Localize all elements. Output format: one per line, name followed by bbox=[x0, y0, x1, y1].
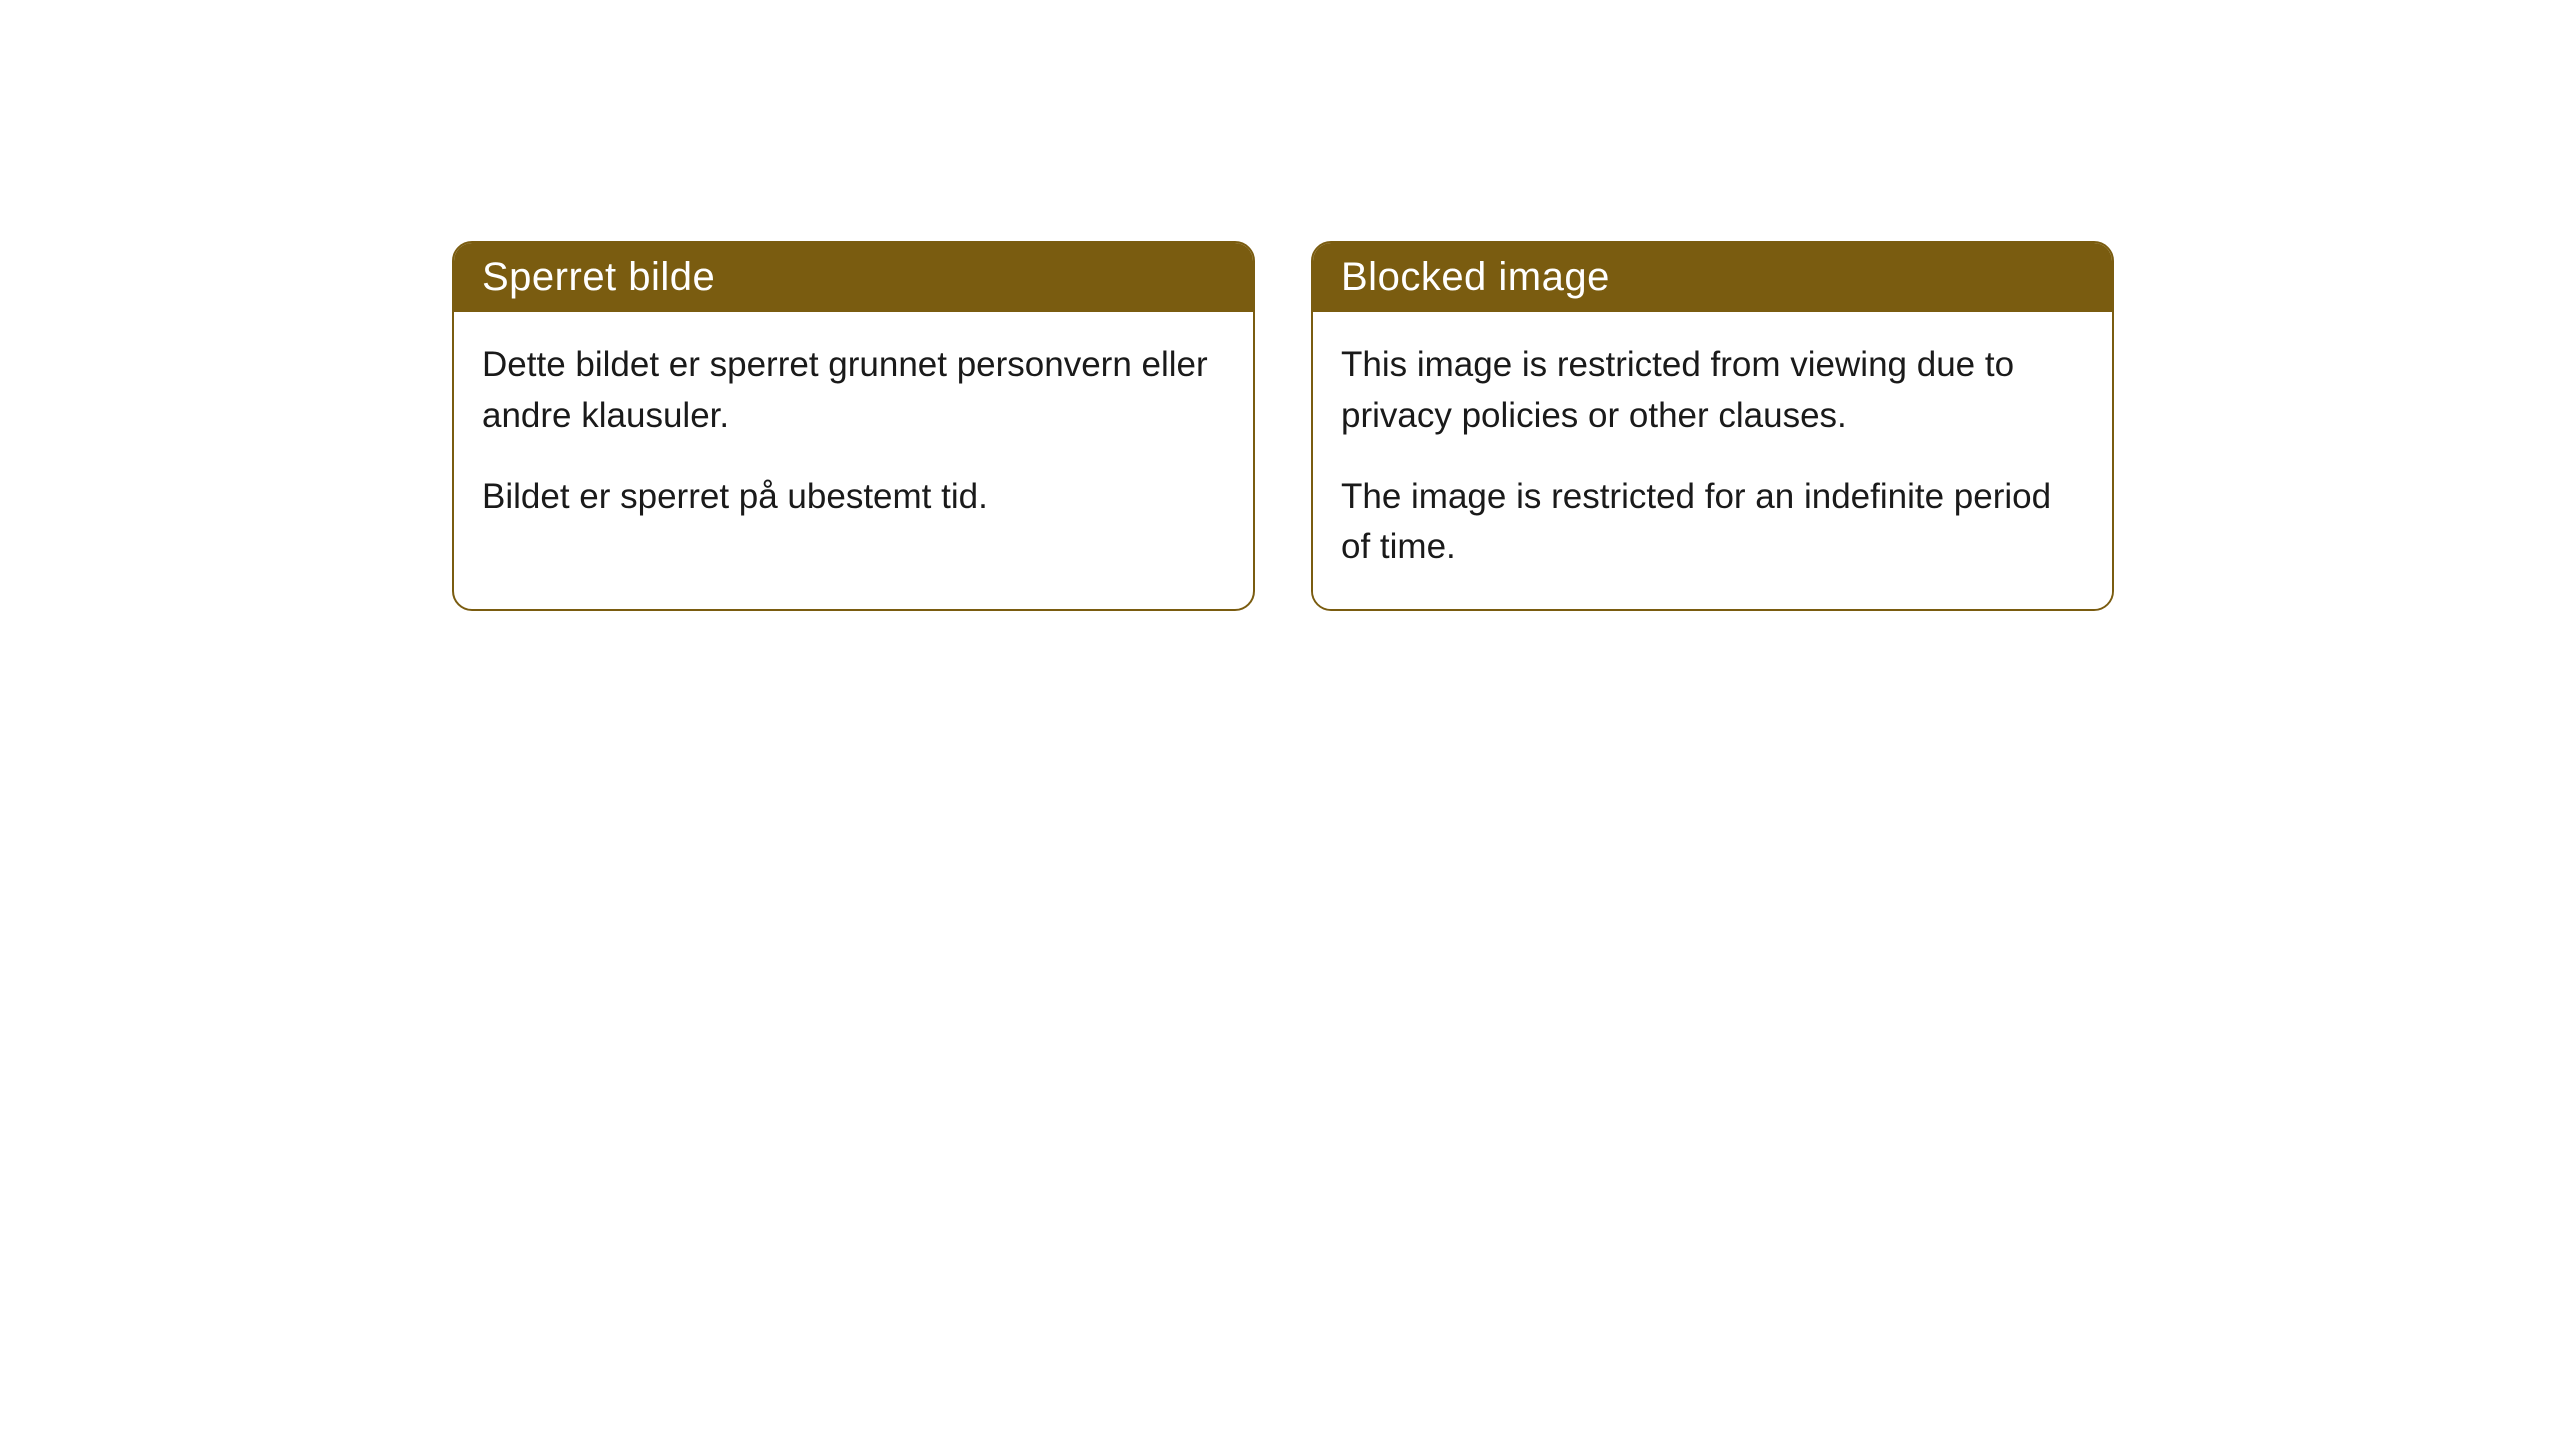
card-body: This image is restricted from viewing du… bbox=[1313, 312, 2112, 609]
card-body: Dette bildet er sperret grunnet personve… bbox=[454, 312, 1253, 570]
card-paragraph: The image is restricted for an indefinit… bbox=[1341, 472, 2084, 574]
cards-container: Sperret bilde Dette bildet er sperret gr… bbox=[0, 0, 2560, 611]
card-title: Blocked image bbox=[1313, 243, 2112, 312]
card-title: Sperret bilde bbox=[454, 243, 1253, 312]
card-paragraph: Bildet er sperret på ubestemt tid. bbox=[482, 472, 1225, 523]
blocked-image-card-english: Blocked image This image is restricted f… bbox=[1311, 241, 2114, 611]
blocked-image-card-norwegian: Sperret bilde Dette bildet er sperret gr… bbox=[452, 241, 1255, 611]
card-paragraph: This image is restricted from viewing du… bbox=[1341, 340, 2084, 442]
card-paragraph: Dette bildet er sperret grunnet personve… bbox=[482, 340, 1225, 442]
